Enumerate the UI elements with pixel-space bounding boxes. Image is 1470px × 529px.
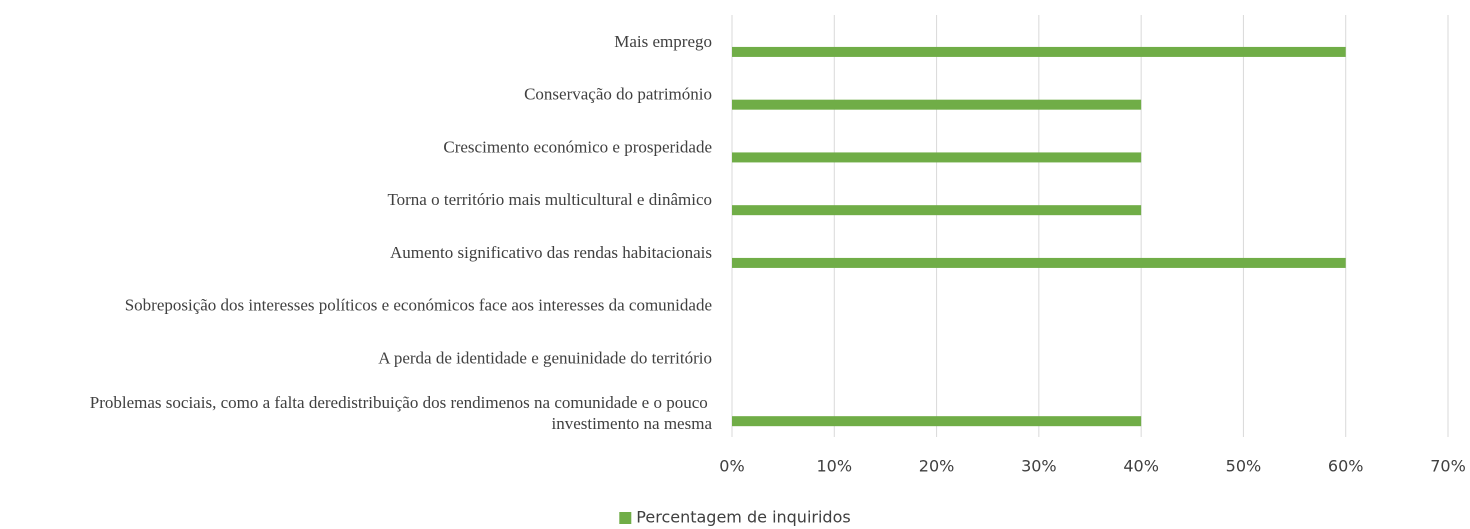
label-line: A perda de identidade e genuinidade do t… (378, 348, 712, 367)
x-tick-label: 60% (1328, 457, 1364, 476)
label-line: Crescimento económico e prosperidade (443, 137, 712, 156)
bar (732, 99, 1142, 110)
bar (732, 152, 1142, 163)
label-line: Torna o território mais multicultural e … (387, 190, 712, 209)
x-tick-label: 0% (719, 457, 744, 476)
x-tick-label: 50% (1226, 457, 1262, 476)
label-line: Aumento significativo das rendas habitac… (390, 243, 712, 262)
legend-label: Percentagem de inquiridos (636, 508, 850, 527)
x-tick-label: 40% (1123, 457, 1159, 476)
label-line: Mais emprego (614, 32, 712, 51)
x-tick-label: 10% (817, 457, 853, 476)
y-tick-label: Torna o território mais multicultural e … (387, 190, 712, 209)
y-tick-label: Aumento significativo das rendas habitac… (390, 243, 712, 262)
y-tick-label: Mais emprego (614, 32, 712, 51)
y-tick-label: Conservação do património (524, 85, 712, 104)
label-line: Sobreposição dos interesses políticos e … (125, 296, 712, 315)
x-tick-label: 30% (1021, 457, 1057, 476)
bar (732, 257, 1346, 268)
y-tick-label: A perda de identidade e genuinidade do t… (378, 348, 712, 367)
label-line: investimento na mesma (551, 414, 712, 433)
y-tick-label: Crescimento económico e prosperidade (443, 137, 712, 156)
y-tick-label: Problemas sociais, como a falta deredist… (90, 393, 713, 433)
legend-swatch (619, 512, 632, 524)
label-line: Conservação do património (524, 85, 712, 104)
bar (732, 46, 1346, 57)
bar (732, 205, 1142, 216)
y-tick-label: Sobreposição dos interesses políticos e … (125, 296, 712, 315)
x-tick-label: 20% (919, 457, 955, 476)
label-line: Problemas sociais, como a falta deredist… (90, 393, 712, 412)
x-tick-label: 70% (1430, 457, 1466, 476)
bar (732, 416, 1142, 427)
legend: Percentagem de inquiridos (619, 508, 851, 527)
